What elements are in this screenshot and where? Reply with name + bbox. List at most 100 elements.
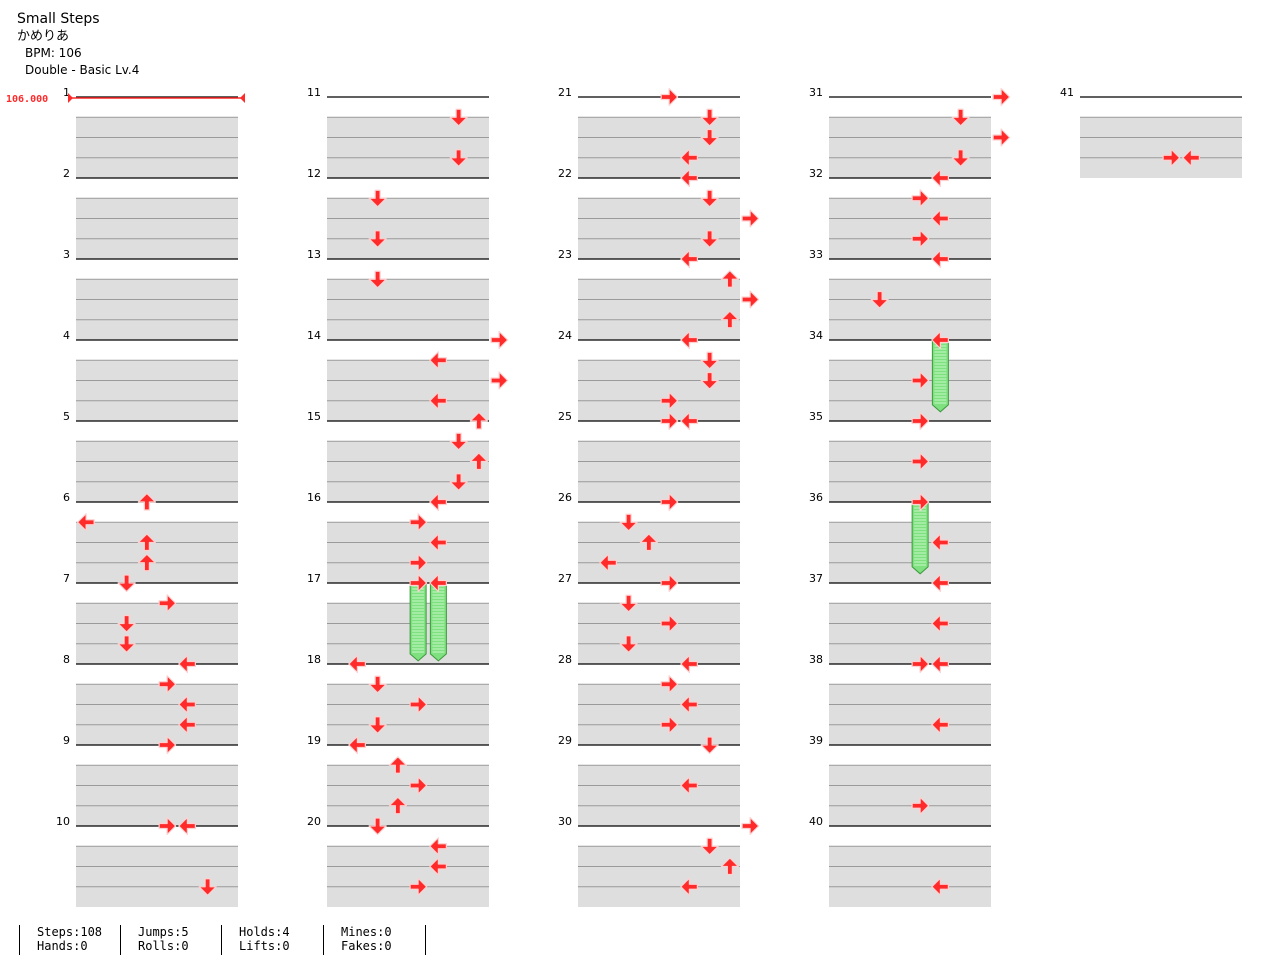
beat-band: [76, 218, 238, 239]
left-arrow-icon: [1182, 148, 1200, 167]
beat-band: [829, 643, 991, 664]
beat-band: [829, 319, 991, 340]
beat-band: [829, 724, 991, 745]
left-arrow-icon: [931, 168, 949, 188]
left-arrow-icon: [348, 735, 366, 755]
right-arrow-icon: [992, 87, 1011, 107]
right-arrow-icon: [158, 675, 177, 694]
beat-band: [327, 724, 489, 745]
beat-band: [578, 724, 740, 745]
measure-number: 12: [307, 167, 321, 180]
right-arrow-icon: [158, 594, 177, 613]
right-arrow-icon: [660, 411, 679, 431]
left-arrow-icon: [429, 837, 447, 856]
right-arrow-icon: [911, 492, 930, 512]
beat-band: [578, 461, 740, 482]
left-arrow-icon: [429, 391, 447, 410]
beat-band: [829, 218, 991, 239]
beat-band: [76, 360, 238, 381]
down-arrow-icon: [619, 594, 638, 613]
beat-band: [327, 461, 489, 482]
beat-band: [327, 198, 489, 219]
bpm-value: 106.000: [6, 94, 48, 105]
measure-29: 29: [558, 734, 740, 826]
right-arrow-icon: [660, 675, 679, 694]
measure-number: 10: [56, 815, 70, 828]
beat-band: [327, 643, 489, 664]
beat-band: [578, 603, 740, 624]
beat-band: [76, 886, 238, 907]
beat-band: [829, 360, 991, 381]
measure-number: 13: [307, 248, 321, 261]
measure-27: 27: [558, 572, 740, 664]
measure-14: 14: [307, 329, 489, 421]
beat-band: [327, 481, 489, 502]
measure-11: 11: [307, 86, 489, 178]
measure-number: 28: [558, 653, 572, 666]
measure-1: 1: [63, 86, 238, 178]
measure-number: 30: [558, 815, 572, 828]
measure-number: 5: [63, 410, 70, 423]
down-arrow-icon: [368, 716, 387, 734]
beat-band: [76, 117, 238, 138]
up-arrow-icon: [388, 756, 407, 774]
beat-band: [578, 137, 740, 158]
right-arrow-icon: [741, 816, 760, 836]
right-arrow-icon: [741, 290, 760, 309]
left-arrow-icon: [931, 654, 949, 674]
left-arrow-icon: [429, 573, 447, 593]
beat-band: [829, 198, 991, 219]
beat-band: [327, 684, 489, 705]
measure-number: 35: [809, 410, 823, 423]
bpm-label: BPM: 106: [25, 46, 82, 60]
measure-7: 7: [63, 572, 238, 664]
stat-value: Rolls:0: [138, 939, 189, 953]
measure-18: 18: [307, 653, 489, 745]
beat-band: [327, 137, 489, 158]
left-arrow-icon: [348, 654, 366, 674]
beat-band: [76, 279, 238, 300]
beat-band: [829, 380, 991, 401]
right-arrow-icon: [660, 715, 679, 734]
measure-number: 20: [307, 815, 321, 828]
measure-10: 10: [56, 815, 238, 907]
down-arrow-icon: [198, 878, 217, 896]
right-arrow-icon: [911, 371, 930, 390]
measure-number: 11: [307, 86, 321, 99]
measure-number: 22: [558, 167, 572, 180]
stat-group: Steps:108 Hands:0: [37, 925, 102, 953]
up-arrow-icon: [469, 452, 488, 471]
stat-group: Holds:4 Lifts:0: [239, 925, 290, 953]
beat-band: [578, 643, 740, 664]
beat-band: [76, 623, 238, 644]
measure-2: 2: [63, 167, 238, 259]
down-arrow-icon: [700, 189, 719, 208]
right-arrow-icon: [158, 735, 177, 755]
beat-band: [829, 542, 991, 563]
right-arrow-icon: [1162, 148, 1181, 167]
beat-band: [578, 238, 740, 259]
beat-band: [327, 522, 489, 543]
right-arrow-icon: [911, 229, 930, 248]
beat-band: [829, 562, 991, 583]
up-arrow-icon: [137, 492, 156, 511]
right-arrow-icon: [911, 411, 930, 431]
measure-28: 28: [558, 653, 740, 745]
measure-33: 33: [809, 248, 991, 340]
right-arrow-icon: [409, 877, 428, 896]
stat-value: Jumps:5: [138, 925, 189, 939]
beat-band: [829, 765, 991, 786]
beat-band: [578, 846, 740, 867]
right-arrow-icon: [741, 209, 760, 228]
measure-8: 8: [63, 653, 238, 745]
right-arrow-icon: [409, 553, 428, 572]
measure-20: 20: [307, 815, 489, 907]
beat-band: [578, 441, 740, 462]
beat-band: [829, 441, 991, 462]
beat-band: [578, 380, 740, 401]
stat-value: Lifts:0: [239, 939, 290, 953]
beat-band: [578, 117, 740, 138]
right-arrow-icon: [490, 330, 509, 350]
left-arrow-icon: [178, 715, 196, 734]
measure-35: 35: [809, 410, 991, 502]
